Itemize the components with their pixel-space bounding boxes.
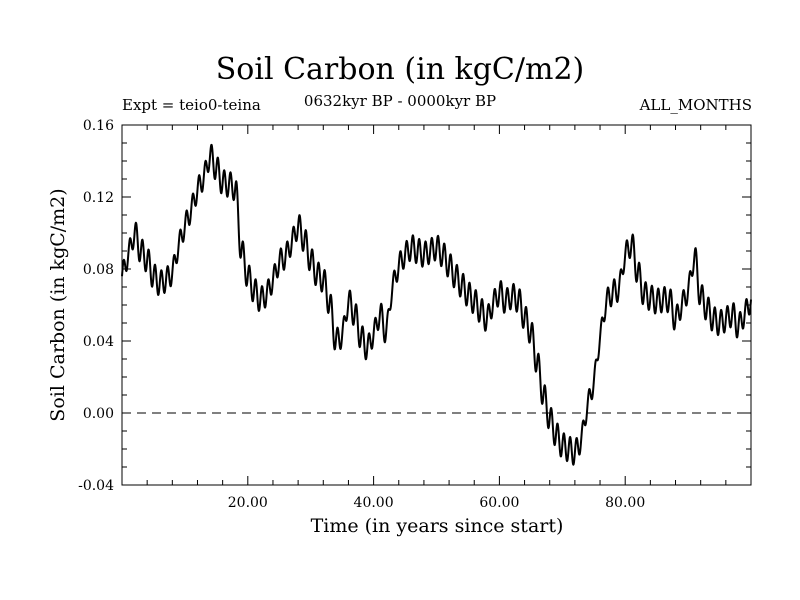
y-tick-label: 0.08 [83, 262, 114, 278]
plot-frame [121, 124, 752, 486]
y-axis-label: Soil Carbon (in kgC/m2) [47, 188, 69, 421]
y-tick-label: 0.12 [83, 190, 114, 206]
y-tick-label: 0.04 [83, 334, 114, 350]
x-tick-label: 20.00 [228, 495, 268, 511]
x-tick-label: 60.00 [479, 495, 519, 511]
x-tick-label: 80.00 [605, 495, 645, 511]
axis-ticks [121, 124, 752, 486]
y-tick-label: -0.04 [78, 478, 114, 494]
y-tick-label: 0.00 [83, 406, 114, 422]
chart-title: Soil Carbon (in kgC/m2) [215, 52, 585, 87]
y-tick-labels: -0.04 0.00 0.04 0.08 0.12 0.16 [78, 118, 114, 494]
x-axis-label: Time (in years since start) [311, 515, 564, 537]
x-tick-labels: 20.00 40.00 60.00 80.00 [228, 495, 645, 511]
experiment-label: Expt = teio0-teina [122, 96, 261, 114]
x-tick-label: 40.00 [354, 495, 394, 511]
series-line-soil-carbon [121, 143, 752, 466]
chart-subtitle: 0632kyr BP - 0000kyr BP [303, 92, 497, 110]
y-tick-label: 0.16 [83, 118, 114, 134]
period-label: ALL_MONTHS [639, 96, 752, 114]
